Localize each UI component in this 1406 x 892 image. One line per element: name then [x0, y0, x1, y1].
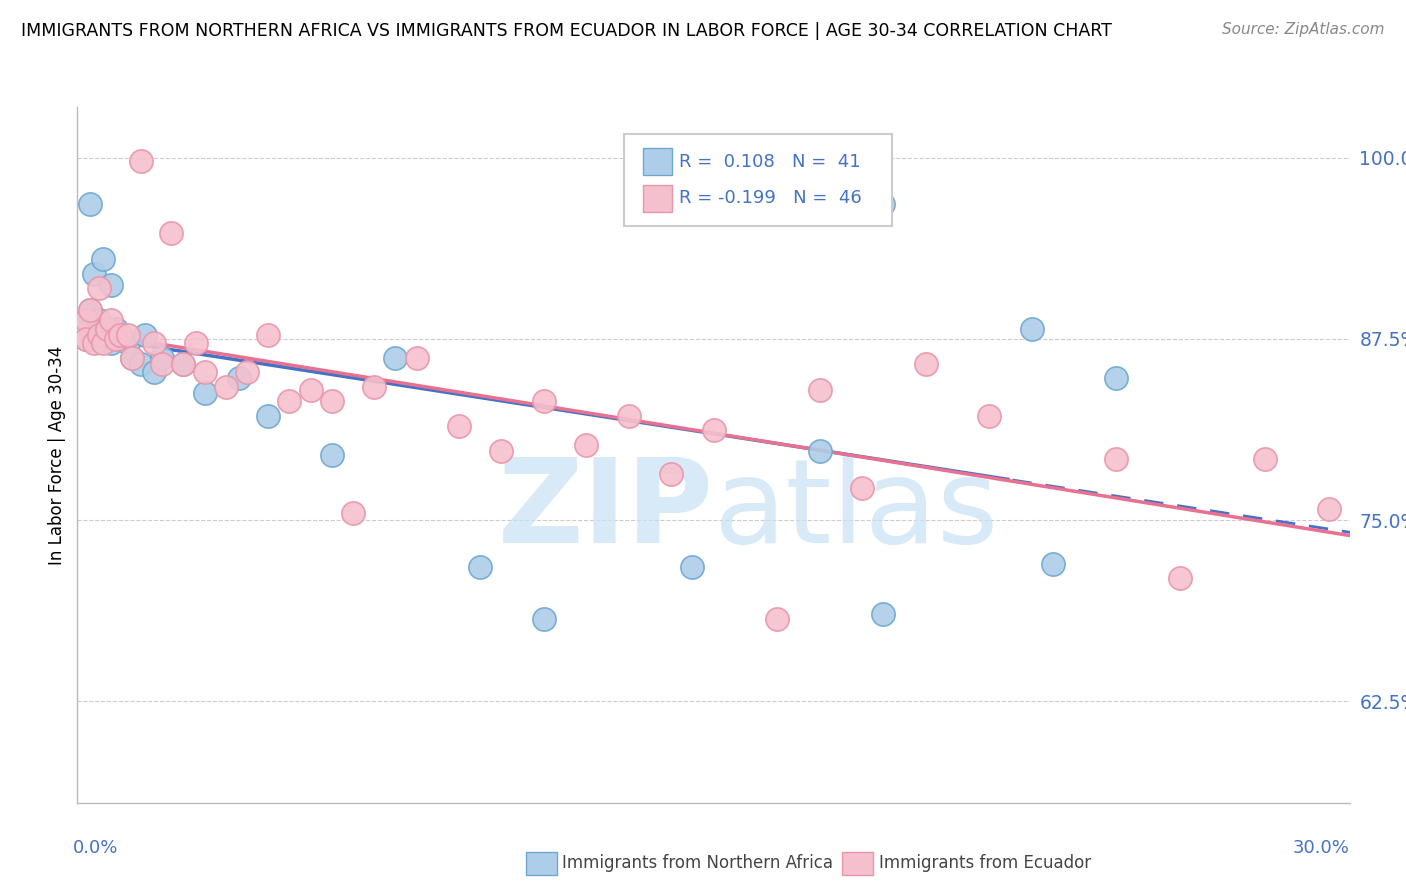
Point [108, 327, 131, 342]
Point [321, 394, 343, 409]
Point [808, 383, 831, 397]
Point [405, 351, 427, 365]
Point [1317, 501, 1340, 516]
Point [533, 612, 555, 626]
Y-axis label: In Labor Force | Age 30-34: In Labor Force | Age 30-34 [48, 345, 66, 565]
Point [83, 267, 105, 281]
Point [299, 383, 322, 397]
Point [1042, 557, 1064, 571]
Point [914, 357, 936, 371]
Point [79, 302, 101, 317]
Point [872, 607, 894, 622]
Point [121, 351, 143, 365]
Point [172, 357, 194, 371]
Point [142, 365, 165, 379]
Point [87, 322, 110, 336]
Point [194, 365, 217, 379]
Point [75, 318, 97, 332]
Point [100, 313, 122, 327]
Point [491, 443, 513, 458]
Point [257, 327, 280, 342]
Text: R = -0.199   N =  46: R = -0.199 N = 46 [679, 189, 862, 208]
Point [96, 327, 118, 342]
Point [766, 612, 789, 626]
Point [1254, 452, 1277, 467]
Point [83, 332, 105, 346]
Point [575, 438, 598, 452]
Point [257, 409, 280, 423]
Point [129, 357, 152, 371]
Text: Immigrants from Ecuador: Immigrants from Ecuador [879, 855, 1091, 872]
Point [96, 322, 118, 336]
Point [808, 443, 831, 458]
Point [121, 351, 143, 365]
Point [1105, 371, 1128, 385]
Point [100, 336, 122, 351]
Point [87, 281, 110, 295]
Point [172, 357, 194, 371]
Point [83, 336, 105, 351]
Text: 0.0%: 0.0% [73, 839, 118, 857]
Point [278, 394, 301, 409]
Point [91, 327, 114, 342]
Point [617, 409, 640, 423]
Point [134, 327, 156, 342]
Text: atlas: atlas [714, 453, 998, 568]
Point [184, 336, 207, 351]
Point [703, 423, 725, 437]
Point [872, 197, 894, 211]
Point [75, 313, 97, 327]
Point [1021, 322, 1043, 336]
Point [70, 325, 93, 339]
Text: IMMIGRANTS FROM NORTHERN AFRICA VS IMMIGRANTS FROM ECUADOR IN LABOR FORCE | AGE : IMMIGRANTS FROM NORTHERN AFRICA VS IMMIG… [21, 22, 1112, 40]
Point [87, 332, 110, 346]
Point [70, 327, 93, 342]
Point [91, 252, 114, 267]
Point [104, 327, 127, 342]
Point [79, 302, 101, 317]
Point [1105, 452, 1128, 467]
Point [851, 481, 873, 495]
Point [470, 559, 492, 574]
Point [194, 385, 217, 400]
Point [659, 467, 682, 481]
Point [1168, 571, 1191, 585]
Point [342, 506, 364, 520]
Point [449, 419, 471, 434]
Point [979, 409, 1001, 423]
Point [96, 322, 118, 336]
Point [142, 336, 165, 351]
Point [79, 197, 101, 211]
Point [215, 380, 238, 394]
Point [117, 336, 139, 351]
Point [363, 380, 385, 394]
Point [228, 371, 250, 385]
Text: Source: ZipAtlas.com: Source: ZipAtlas.com [1222, 22, 1385, 37]
Point [117, 327, 139, 342]
Text: Immigrants from Northern Africa: Immigrants from Northern Africa [562, 855, 834, 872]
Point [321, 448, 343, 462]
Point [150, 351, 173, 365]
Point [87, 313, 110, 327]
Point [236, 365, 259, 379]
Point [159, 226, 181, 240]
Point [384, 351, 406, 365]
Text: ZIP: ZIP [498, 453, 714, 568]
Point [108, 327, 131, 342]
Point [75, 332, 97, 346]
Point [150, 357, 173, 371]
Point [79, 322, 101, 336]
Point [129, 153, 152, 168]
Point [75, 332, 97, 346]
Point [87, 327, 110, 342]
Text: R =  0.108   N =  41: R = 0.108 N = 41 [679, 153, 860, 170]
Point [104, 332, 127, 346]
Point [104, 322, 127, 336]
Point [91, 336, 114, 351]
Point [100, 278, 122, 293]
Text: 30.0%: 30.0% [1294, 839, 1350, 857]
Point [681, 559, 703, 574]
Point [533, 394, 555, 409]
